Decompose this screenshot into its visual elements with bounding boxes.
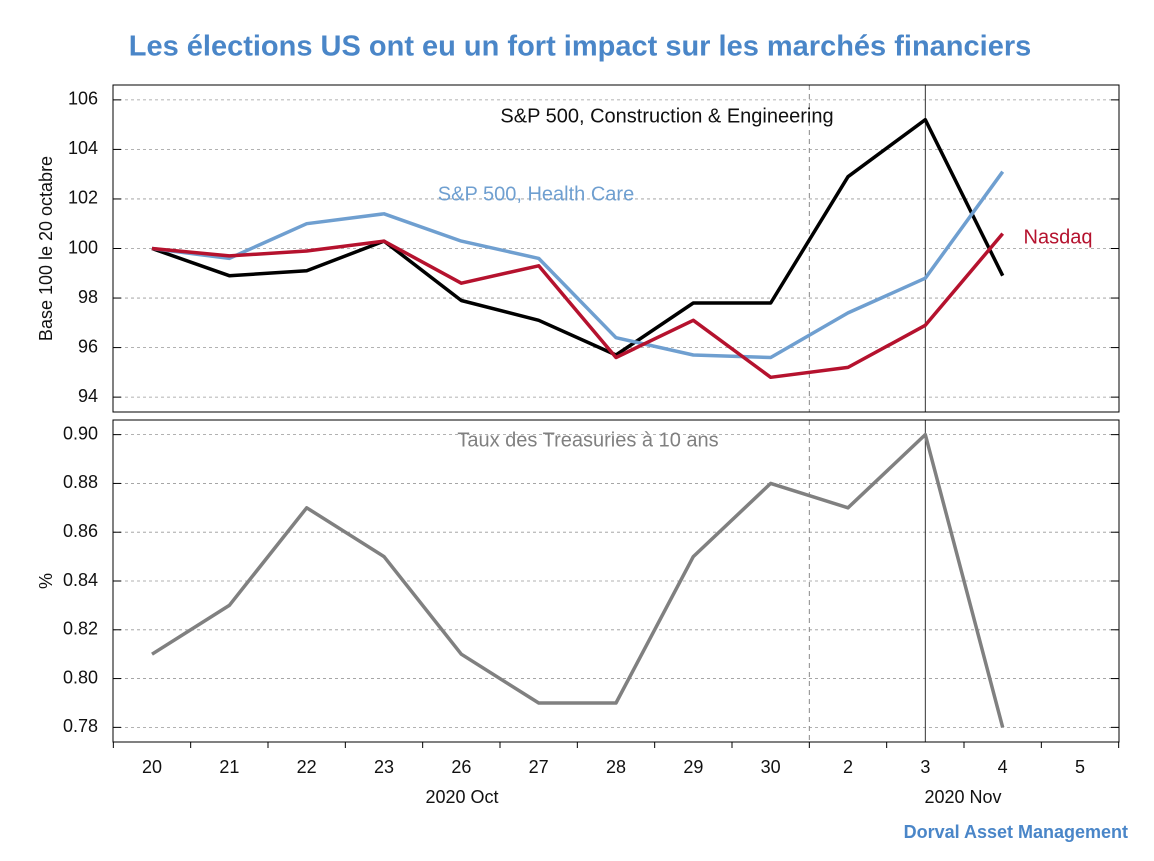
x-tick-label: 4 — [998, 757, 1008, 777]
x-tick-label: 20 — [142, 757, 162, 777]
x-tick-label: 28 — [606, 757, 626, 777]
x-tick-label: 3 — [920, 757, 930, 777]
series-label: Taux des Treasuries à 10 ans — [457, 429, 718, 451]
y-tick-label: 104 — [68, 138, 98, 158]
y-tick-label: 0.90 — [63, 423, 98, 443]
y-axis-label: Base 100 le 20 octabre — [36, 156, 56, 341]
x-group-label: 2020 Nov — [924, 787, 1001, 807]
y-tick-label: 0.78 — [63, 716, 98, 736]
x-tick-label: 2 — [843, 757, 853, 777]
series-line — [151, 432, 1005, 728]
y-tick-label: 0.88 — [63, 472, 98, 492]
y-tick-label: 0.84 — [63, 570, 98, 590]
y-tick-label: 94 — [78, 386, 98, 406]
series-line — [151, 117, 1005, 357]
y-tick-label: 100 — [68, 237, 98, 257]
y-tick-label: 98 — [78, 287, 98, 307]
plot-frame — [112, 84, 1120, 413]
source: Dorval Asset Management — [904, 822, 1128, 842]
series-line — [151, 170, 1005, 360]
y-tick-label: 0.80 — [63, 667, 98, 687]
x-tick-label: 23 — [374, 757, 394, 777]
x-tick-label: 30 — [761, 757, 781, 777]
y-tick-label: 96 — [78, 336, 98, 356]
y-axis-label: % — [36, 573, 56, 589]
x-tick-label: 26 — [451, 757, 471, 777]
x-tick-label: 27 — [529, 757, 549, 777]
series-label: S&P 500, Construction & Engineering — [500, 105, 833, 127]
chart-title: Les élections US ont eu un fort impact s… — [129, 31, 1031, 63]
y-tick-label: 0.82 — [63, 619, 98, 639]
series-label: S&P 500, Health Care — [438, 183, 634, 205]
plot-frame — [112, 419, 1120, 743]
y-tick-label: 0.86 — [63, 521, 98, 541]
y-tick-label: 106 — [68, 89, 98, 109]
x-tick-label: 21 — [219, 757, 239, 777]
x-tick-label: 5 — [1075, 757, 1085, 777]
series-label: Nasdaq — [1024, 226, 1093, 248]
y-tick-label: 102 — [68, 188, 98, 208]
x-tick-label: 22 — [297, 757, 317, 777]
series-line — [151, 232, 1005, 380]
x-tick-label: 29 — [683, 757, 703, 777]
x-group-label: 2020 Oct — [425, 787, 498, 807]
